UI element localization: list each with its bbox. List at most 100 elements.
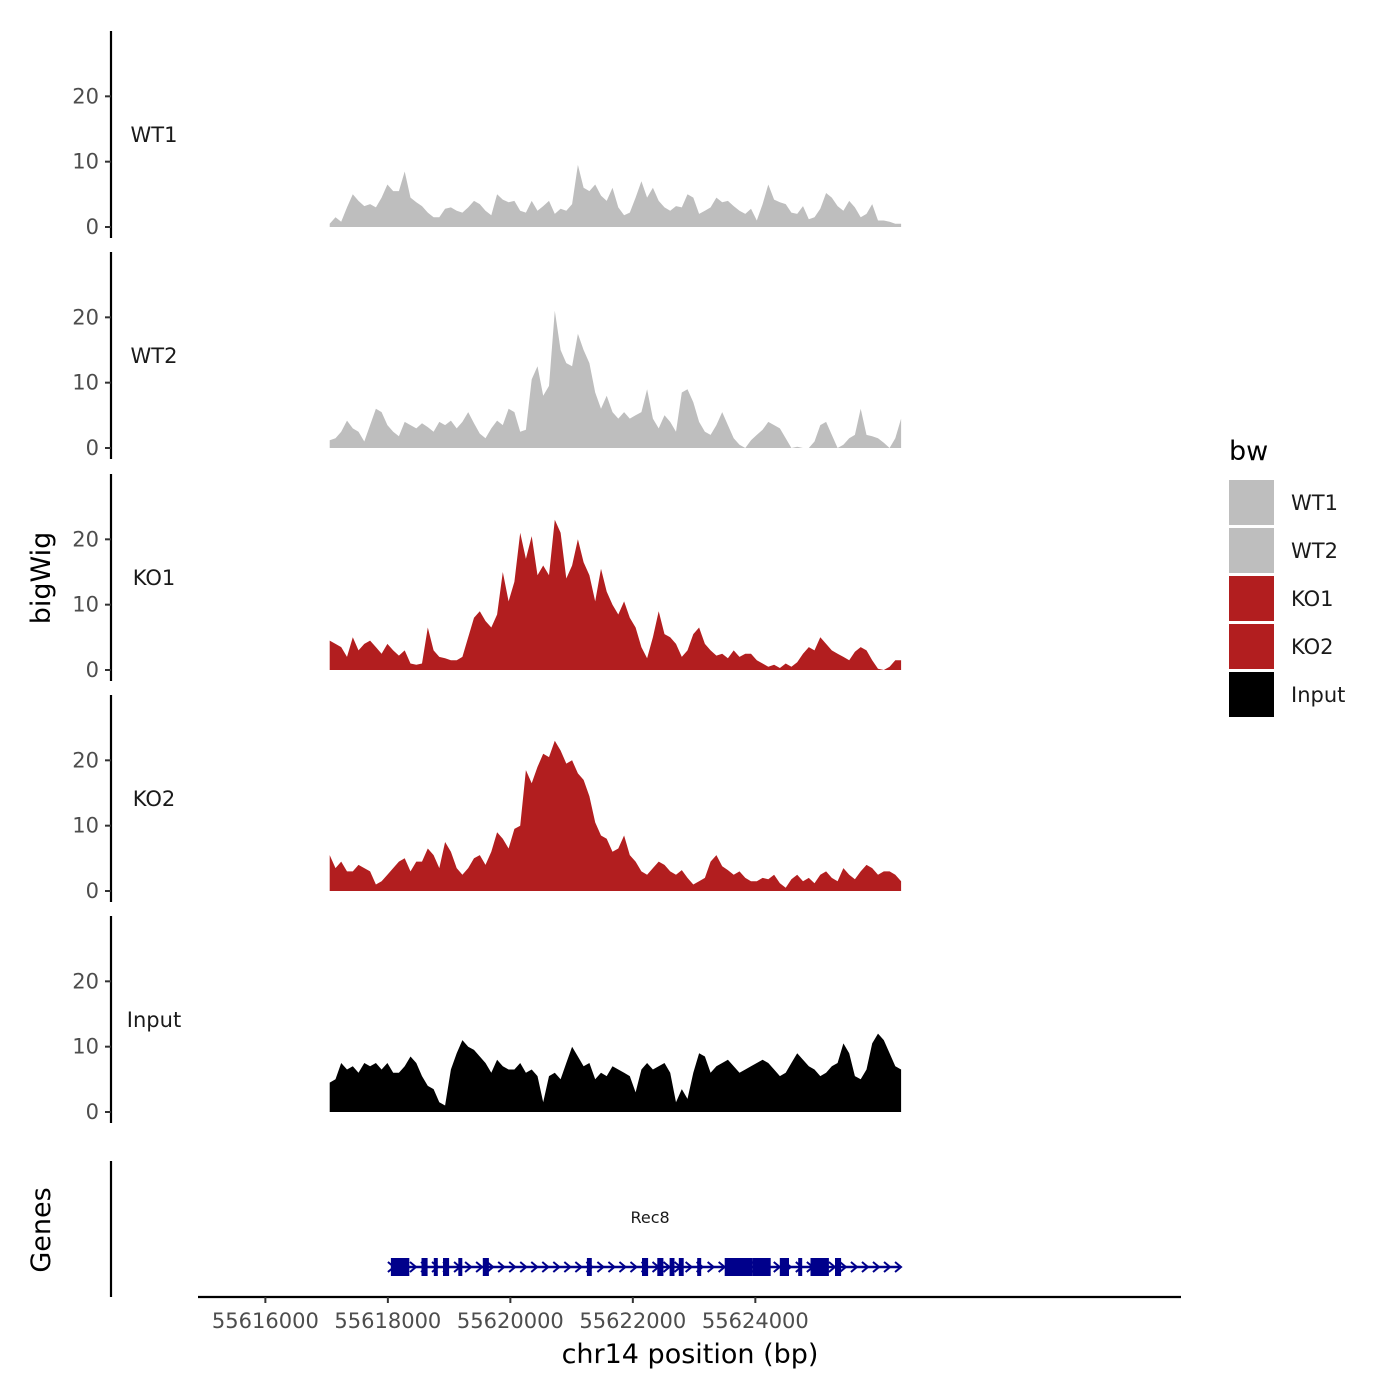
strand-arrow [563, 1261, 572, 1273]
strand-arrow [574, 1261, 583, 1273]
area-Input [329, 1033, 902, 1112]
panel-WT1: 0 10 20 WT1 [72, 31, 902, 239]
strand-arrow [475, 1261, 484, 1273]
y-tick-label-WT1-10: 10 [72, 150, 99, 174]
legend: bw WT1 WT2 KO1 KO2 Input [1229, 436, 1345, 717]
strand-arrow [409, 1261, 418, 1273]
x-tick-label-55618000: 55618000 [334, 1309, 441, 1333]
strand-arrow [662, 1261, 672, 1273]
y-tick-label-WT2-0: 0 [86, 436, 99, 460]
legend-swatch-WT1 [1229, 480, 1274, 525]
exon-4 [443, 1258, 450, 1276]
y-tick-label-Input-0: 0 [86, 1100, 99, 1124]
area-KO2 [329, 740, 902, 891]
y-tick-label-WT2-20: 20 [72, 305, 99, 329]
legend-swatch-KO1 [1229, 576, 1274, 621]
strand-arrow [497, 1261, 506, 1273]
strand-arrow [872, 1261, 881, 1273]
exon-3 [433, 1258, 438, 1276]
area-KO1 [329, 519, 902, 670]
strand-arrow [773, 1261, 782, 1273]
exon-16 [798, 1258, 803, 1276]
legend-label-KO1: KO1 [1291, 587, 1334, 611]
strand-arrow [828, 1261, 837, 1273]
y-tick-label-Input-10: 10 [72, 1035, 99, 1059]
strand-arrow [883, 1261, 892, 1273]
track-label-Input: Input [127, 1008, 181, 1032]
x-tick-label-55616000: 55616000 [212, 1309, 319, 1333]
x-tick-label-55622000: 55622000 [579, 1309, 686, 1333]
legend-swatch-Input [1229, 672, 1274, 717]
panel-KO1: 0 10 20 KO1 [72, 474, 902, 682]
strand-arrow [850, 1261, 859, 1273]
exon-18 [835, 1258, 842, 1276]
y-tick-label-Input-20: 20 [72, 969, 99, 993]
strand-arrow [519, 1261, 528, 1273]
exon-11 [678, 1258, 684, 1276]
track-label-WT2: WT2 [131, 344, 178, 368]
y-tick-label-WT1-20: 20 [72, 84, 99, 108]
legend-swatch-KO2 [1229, 624, 1274, 669]
x-tick-label-55624000: 55624000 [702, 1309, 809, 1333]
legend-label-WT1: WT1 [1291, 491, 1338, 515]
exon-5 [458, 1258, 463, 1276]
track-label-WT1: WT1 [131, 123, 178, 147]
strand-arrow [718, 1261, 727, 1273]
legend-label-WT2: WT2 [1291, 539, 1338, 563]
track-label-KO2: KO2 [133, 787, 176, 811]
strand-arrow [508, 1261, 517, 1273]
exon-15 [779, 1258, 789, 1276]
strand-arrow [618, 1261, 627, 1273]
strand-arrow [552, 1261, 561, 1273]
exon-7 [586, 1258, 592, 1276]
strand-arrow [596, 1261, 605, 1273]
exon-6 [482, 1258, 489, 1276]
exon-13 [724, 1258, 753, 1276]
x-axis-title: chr14 position (bp) [562, 1339, 819, 1370]
y-axis-title: bigWig [26, 532, 57, 625]
strand-arrow [607, 1261, 616, 1273]
strand-arrow [530, 1261, 539, 1273]
exon-1 [390, 1258, 410, 1276]
area-WT2 [329, 310, 902, 448]
strand-arrow [486, 1261, 495, 1273]
y-tick-label-KO1-0: 0 [86, 658, 99, 682]
area-WT1 [329, 164, 902, 227]
legend-title: bw [1229, 436, 1268, 467]
y-tick-label-KO1-20: 20 [72, 527, 99, 551]
legend-label-KO2: KO2 [1291, 635, 1334, 659]
gene-name-label: Rec8 [630, 1208, 669, 1227]
exon-8 [642, 1258, 649, 1276]
strand-arrow [706, 1261, 716, 1273]
signal-panels: 0 10 20 WT1 0 10 20 WT2 0 10 20 KO1 0 10 20 KO2 0 10 20 Inp… [72, 31, 902, 1124]
exon-12 [697, 1258, 702, 1276]
strand-arrow [629, 1261, 639, 1273]
legend-swatch-WT2 [1229, 528, 1274, 573]
strand-arrow [464, 1261, 473, 1273]
y-tick-label-KO2-10: 10 [72, 814, 99, 838]
exon-2 [421, 1258, 428, 1276]
y-tick-label-WT2-10: 10 [72, 371, 99, 395]
exon-14 [752, 1258, 771, 1276]
strand-arrow [894, 1261, 903, 1273]
y-tick-label-KO2-0: 0 [86, 879, 99, 903]
x-axis: 55616000 55618000 55620000 55622000 55624000 [198, 1295, 1181, 1333]
panel-WT2: 0 10 20 WT2 [72, 252, 902, 460]
panel-KO2: 0 10 20 KO2 [72, 695, 902, 903]
exon-17 [810, 1258, 829, 1276]
exon-10 [669, 1258, 675, 1276]
y-tick-label-WT1-0: 0 [86, 215, 99, 239]
strand-arrow [541, 1261, 550, 1273]
gene-track-panel: Rec8 [109, 1161, 903, 1297]
strand-arrow [839, 1261, 848, 1273]
track-label-KO1: KO1 [133, 566, 176, 590]
strand-arrow [684, 1261, 694, 1273]
y-tick-label-KO1-10: 10 [72, 593, 99, 617]
x-tick-label-55620000: 55620000 [457, 1309, 564, 1333]
strand-arrow [861, 1261, 870, 1273]
exon-9 [657, 1258, 664, 1276]
panel-Input: 0 10 20 Input [72, 916, 902, 1124]
y-tick-label-KO2-20: 20 [72, 748, 99, 772]
gene-track-title: Genes [26, 1187, 57, 1272]
